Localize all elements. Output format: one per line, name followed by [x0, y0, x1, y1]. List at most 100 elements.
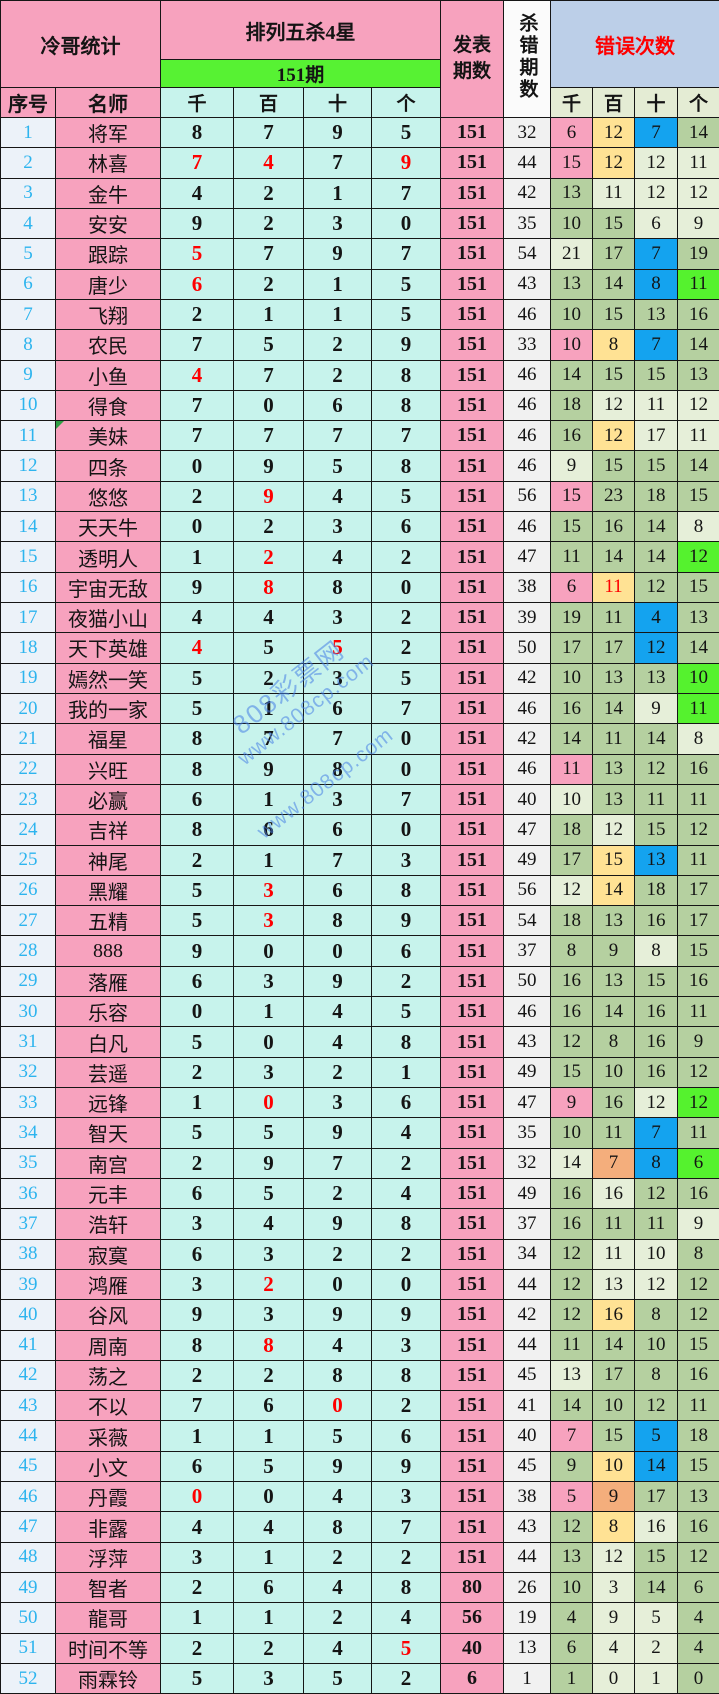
cell-wrong-count: 37	[504, 936, 551, 966]
col-header-one: 个	[372, 88, 441, 118]
cell-error-count: 11	[678, 421, 719, 451]
cell-error-count: 12	[678, 1057, 719, 1087]
cell-seq: 40	[1, 1300, 56, 1330]
cell-error-count: 11	[678, 1118, 719, 1148]
cell-kill-digit: 2	[304, 330, 372, 360]
cell-error-count: 14	[635, 512, 678, 542]
cell-error-count: 12	[678, 390, 719, 420]
cell-expert-name: 谷风	[56, 1300, 161, 1330]
cell-error-count: 15	[678, 1330, 719, 1360]
cell-seq: 1	[1, 118, 56, 148]
cell-kill-digit: 1	[234, 693, 304, 723]
cell-kill-digit: 9	[234, 754, 304, 784]
cell-error-count: 16	[593, 1178, 635, 1208]
cell-error-count: 8	[635, 269, 678, 299]
cell-expert-name: 天下英雄	[56, 633, 161, 663]
cell-error-count: 12	[635, 1391, 678, 1421]
cell-kill-digit: 2	[234, 1633, 304, 1663]
cell-error-count: 11	[551, 754, 593, 784]
cell-wrong-count: 46	[504, 754, 551, 784]
cell-error-count: 16	[551, 966, 593, 996]
cell-seq: 34	[1, 1118, 56, 1148]
cell-kill-digit: 5	[372, 118, 441, 148]
cell-error-count: 15	[551, 148, 593, 178]
cell-seq: 24	[1, 815, 56, 845]
cell-expert-name: 美妹	[56, 421, 161, 451]
cell-error-count: 13	[551, 1360, 593, 1390]
cell-error-count: 15	[593, 208, 635, 238]
cell-kill-digit: 4	[304, 1633, 372, 1663]
cell-error-count: 15	[635, 1542, 678, 1572]
cell-expert-name: 安安	[56, 208, 161, 238]
cell-error-count: 11	[635, 390, 678, 420]
cell-seq: 13	[1, 481, 56, 511]
cell-kill-digit: 6	[372, 1088, 441, 1118]
cell-error-count: 12	[635, 1178, 678, 1208]
cell-error-count: 19	[678, 239, 719, 269]
cell-published-count: 151	[441, 1482, 504, 1512]
cell-kill-digit: 8	[161, 724, 234, 754]
cell-error-count: 14	[635, 724, 678, 754]
cell-error-count: 12	[593, 1542, 635, 1572]
cell-wrong-count: 46	[504, 360, 551, 390]
cell-expert-name: 小文	[56, 1451, 161, 1481]
cell-wrong-count: 42	[504, 724, 551, 754]
cell-wrong-count: 42	[504, 178, 551, 208]
cell-kill-digit: 6	[234, 1391, 304, 1421]
cell-error-count: 13	[635, 845, 678, 875]
cell-kill-digit: 5	[372, 663, 441, 693]
cell-expert-name: 龍哥	[56, 1603, 161, 1633]
cell-error-count: 12	[593, 815, 635, 845]
cell-kill-digit: 7	[234, 421, 304, 451]
cell-kill-digit: 2	[161, 1360, 234, 1390]
cell-published-count: 151	[441, 299, 504, 329]
cell-error-count: 14	[593, 875, 635, 905]
cell-seq: 41	[1, 1330, 56, 1360]
cell-error-count: 7	[551, 1421, 593, 1451]
cell-error-count: 6	[678, 1148, 719, 1178]
cell-kill-digit: 2	[304, 1178, 372, 1208]
cell-error-count: 10	[635, 1239, 678, 1269]
cell-seq: 44	[1, 1421, 56, 1451]
cell-kill-digit: 4	[372, 1178, 441, 1208]
cell-kill-digit: 9	[304, 966, 372, 996]
cell-kill-digit: 3	[304, 603, 372, 633]
cell-seq: 37	[1, 1209, 56, 1239]
cell-error-count: 6	[678, 1573, 719, 1603]
cell-error-count: 16	[635, 997, 678, 1027]
col-header-index: 序号	[1, 88, 56, 118]
cell-kill-digit: 9	[161, 1300, 234, 1330]
cell-wrong-count: 54	[504, 239, 551, 269]
cell-kill-digit: 1	[161, 1603, 234, 1633]
cell-published-count: 151	[441, 1209, 504, 1239]
cell-wrong-count: 38	[504, 1482, 551, 1512]
cell-seq: 35	[1, 1148, 56, 1178]
cell-error-count: 17	[593, 239, 635, 269]
cell-error-count: 9	[593, 936, 635, 966]
cell-kill-digit: 6	[304, 390, 372, 420]
cell-error-count: 16	[635, 1027, 678, 1057]
cell-published-count: 151	[441, 936, 504, 966]
cell-error-count: 12	[551, 1512, 593, 1542]
cell-kill-digit: 1	[234, 997, 304, 1027]
cell-error-count: 2	[635, 1633, 678, 1663]
cell-wrong-count: 35	[504, 1118, 551, 1148]
cell-kill-digit: 2	[161, 481, 234, 511]
cell-wrong-count: 46	[504, 997, 551, 1027]
cell-error-count: 12	[551, 1027, 593, 1057]
cell-wrong-count: 46	[504, 390, 551, 420]
cell-seq: 19	[1, 663, 56, 693]
cell-wrong-count: 44	[504, 148, 551, 178]
cell-published-count: 151	[441, 1391, 504, 1421]
cell-kill-digit: 2	[372, 1391, 441, 1421]
cell-kill-digit: 3	[304, 208, 372, 238]
cell-error-count: 13	[551, 178, 593, 208]
col-header-thousand: 千	[161, 88, 234, 118]
cell-error-count: 12	[678, 815, 719, 845]
